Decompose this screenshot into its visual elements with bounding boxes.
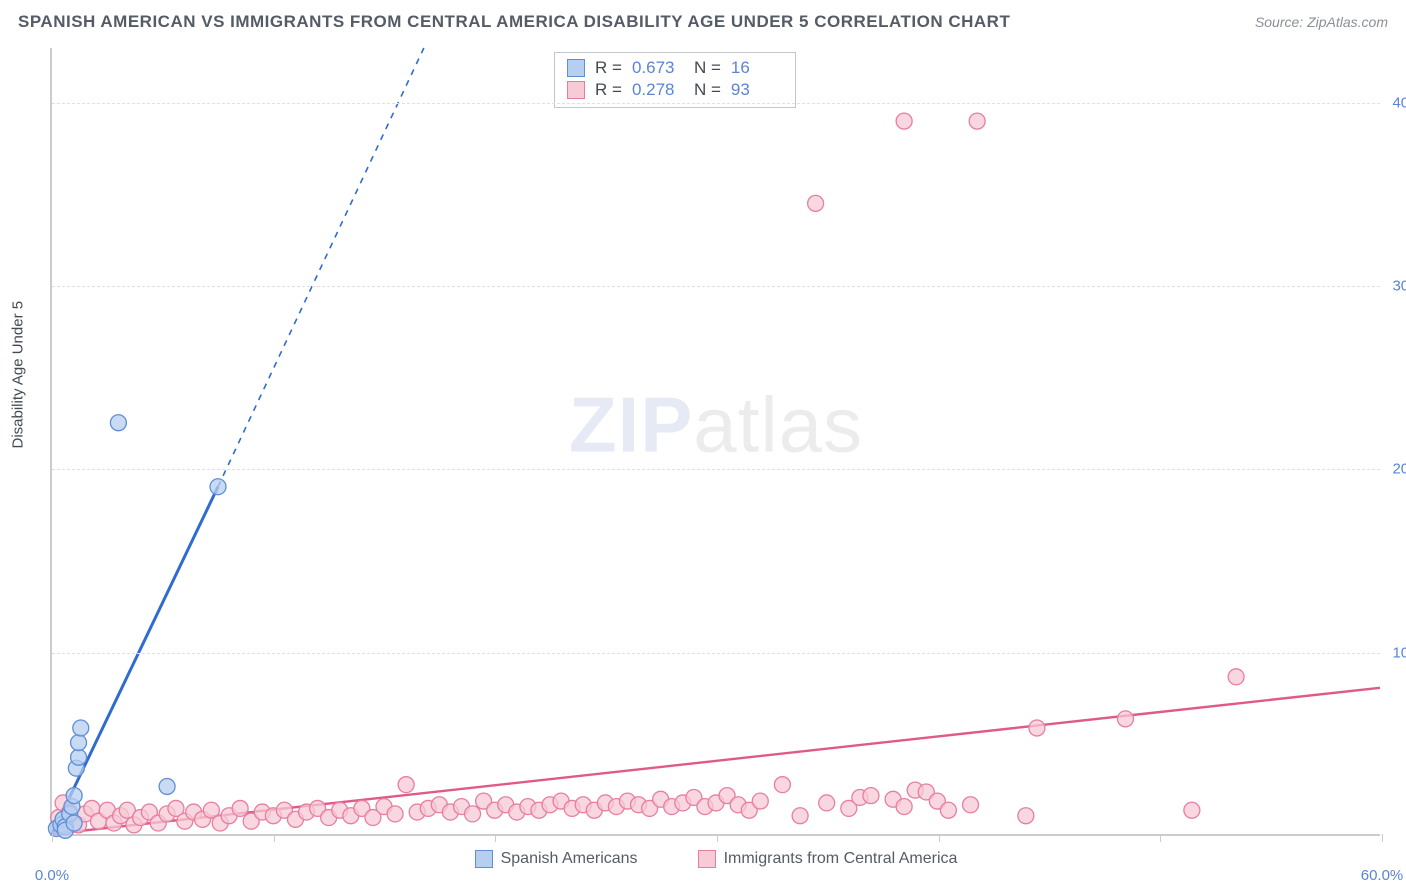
n-value-central: 93 [731, 80, 783, 100]
legend-swatch-central-icon [698, 850, 716, 868]
x-tick [1160, 834, 1161, 842]
r-label: R = [595, 58, 622, 78]
stats-row-central: R = 0.278 N = 93 [567, 79, 783, 101]
stats-legend: R = 0.673 N = 16 R = 0.278 N = 93 [554, 52, 796, 108]
x-tick [274, 834, 275, 842]
legend-label-central: Immigrants from Central America [724, 850, 958, 868]
source-label: Source: ZipAtlas.com [1255, 14, 1388, 30]
y-tick-label: 30.0% [1392, 278, 1406, 295]
x-tick [1382, 834, 1383, 842]
grid-line [52, 286, 1380, 287]
x-tick-label: 0.0% [35, 867, 69, 884]
r-value-spanish: 0.673 [632, 58, 684, 78]
y-tick-label: 40.0% [1392, 94, 1406, 111]
x-tick [717, 834, 718, 842]
x-tick-label: 60.0% [1361, 867, 1404, 884]
legend-swatch-central [567, 81, 585, 99]
n-label: N = [694, 80, 721, 100]
legend-label-spanish: Spanish Americans [501, 850, 638, 868]
y-tick-label: 20.0% [1392, 461, 1406, 478]
legend-swatch-spanish [567, 59, 585, 77]
x-tick [52, 834, 53, 842]
header: SPANISH AMERICAN VS IMMIGRANTS FROM CENT… [18, 12, 1388, 32]
x-tick [495, 834, 496, 842]
y-tick-label: 10.0% [1392, 644, 1406, 661]
stats-row-spanish: R = 0.673 N = 16 [567, 57, 783, 79]
r-value-central: 0.278 [632, 80, 684, 100]
legend-swatch-spanish-icon [475, 850, 493, 868]
chart-svg [52, 48, 1380, 834]
bottom-legend: Spanish Americans Immigrants from Centra… [52, 850, 1380, 868]
y-axis-title: Disability Age Under 5 [10, 301, 27, 449]
plot-area: ZIPatlas R = 0.673 N = 16 R = 0.278 N = … [50, 48, 1380, 836]
legend-item-central: Immigrants from Central America [698, 850, 958, 868]
grid-line [52, 653, 1380, 654]
grid-line [52, 469, 1380, 470]
r-label: R = [595, 80, 622, 100]
x-tick [939, 834, 940, 842]
grid-line [52, 103, 1380, 104]
n-label: N = [694, 58, 721, 78]
chart-title: SPANISH AMERICAN VS IMMIGRANTS FROM CENT… [18, 12, 1010, 32]
n-value-spanish: 16 [731, 58, 783, 78]
legend-item-spanish: Spanish Americans [475, 850, 638, 868]
